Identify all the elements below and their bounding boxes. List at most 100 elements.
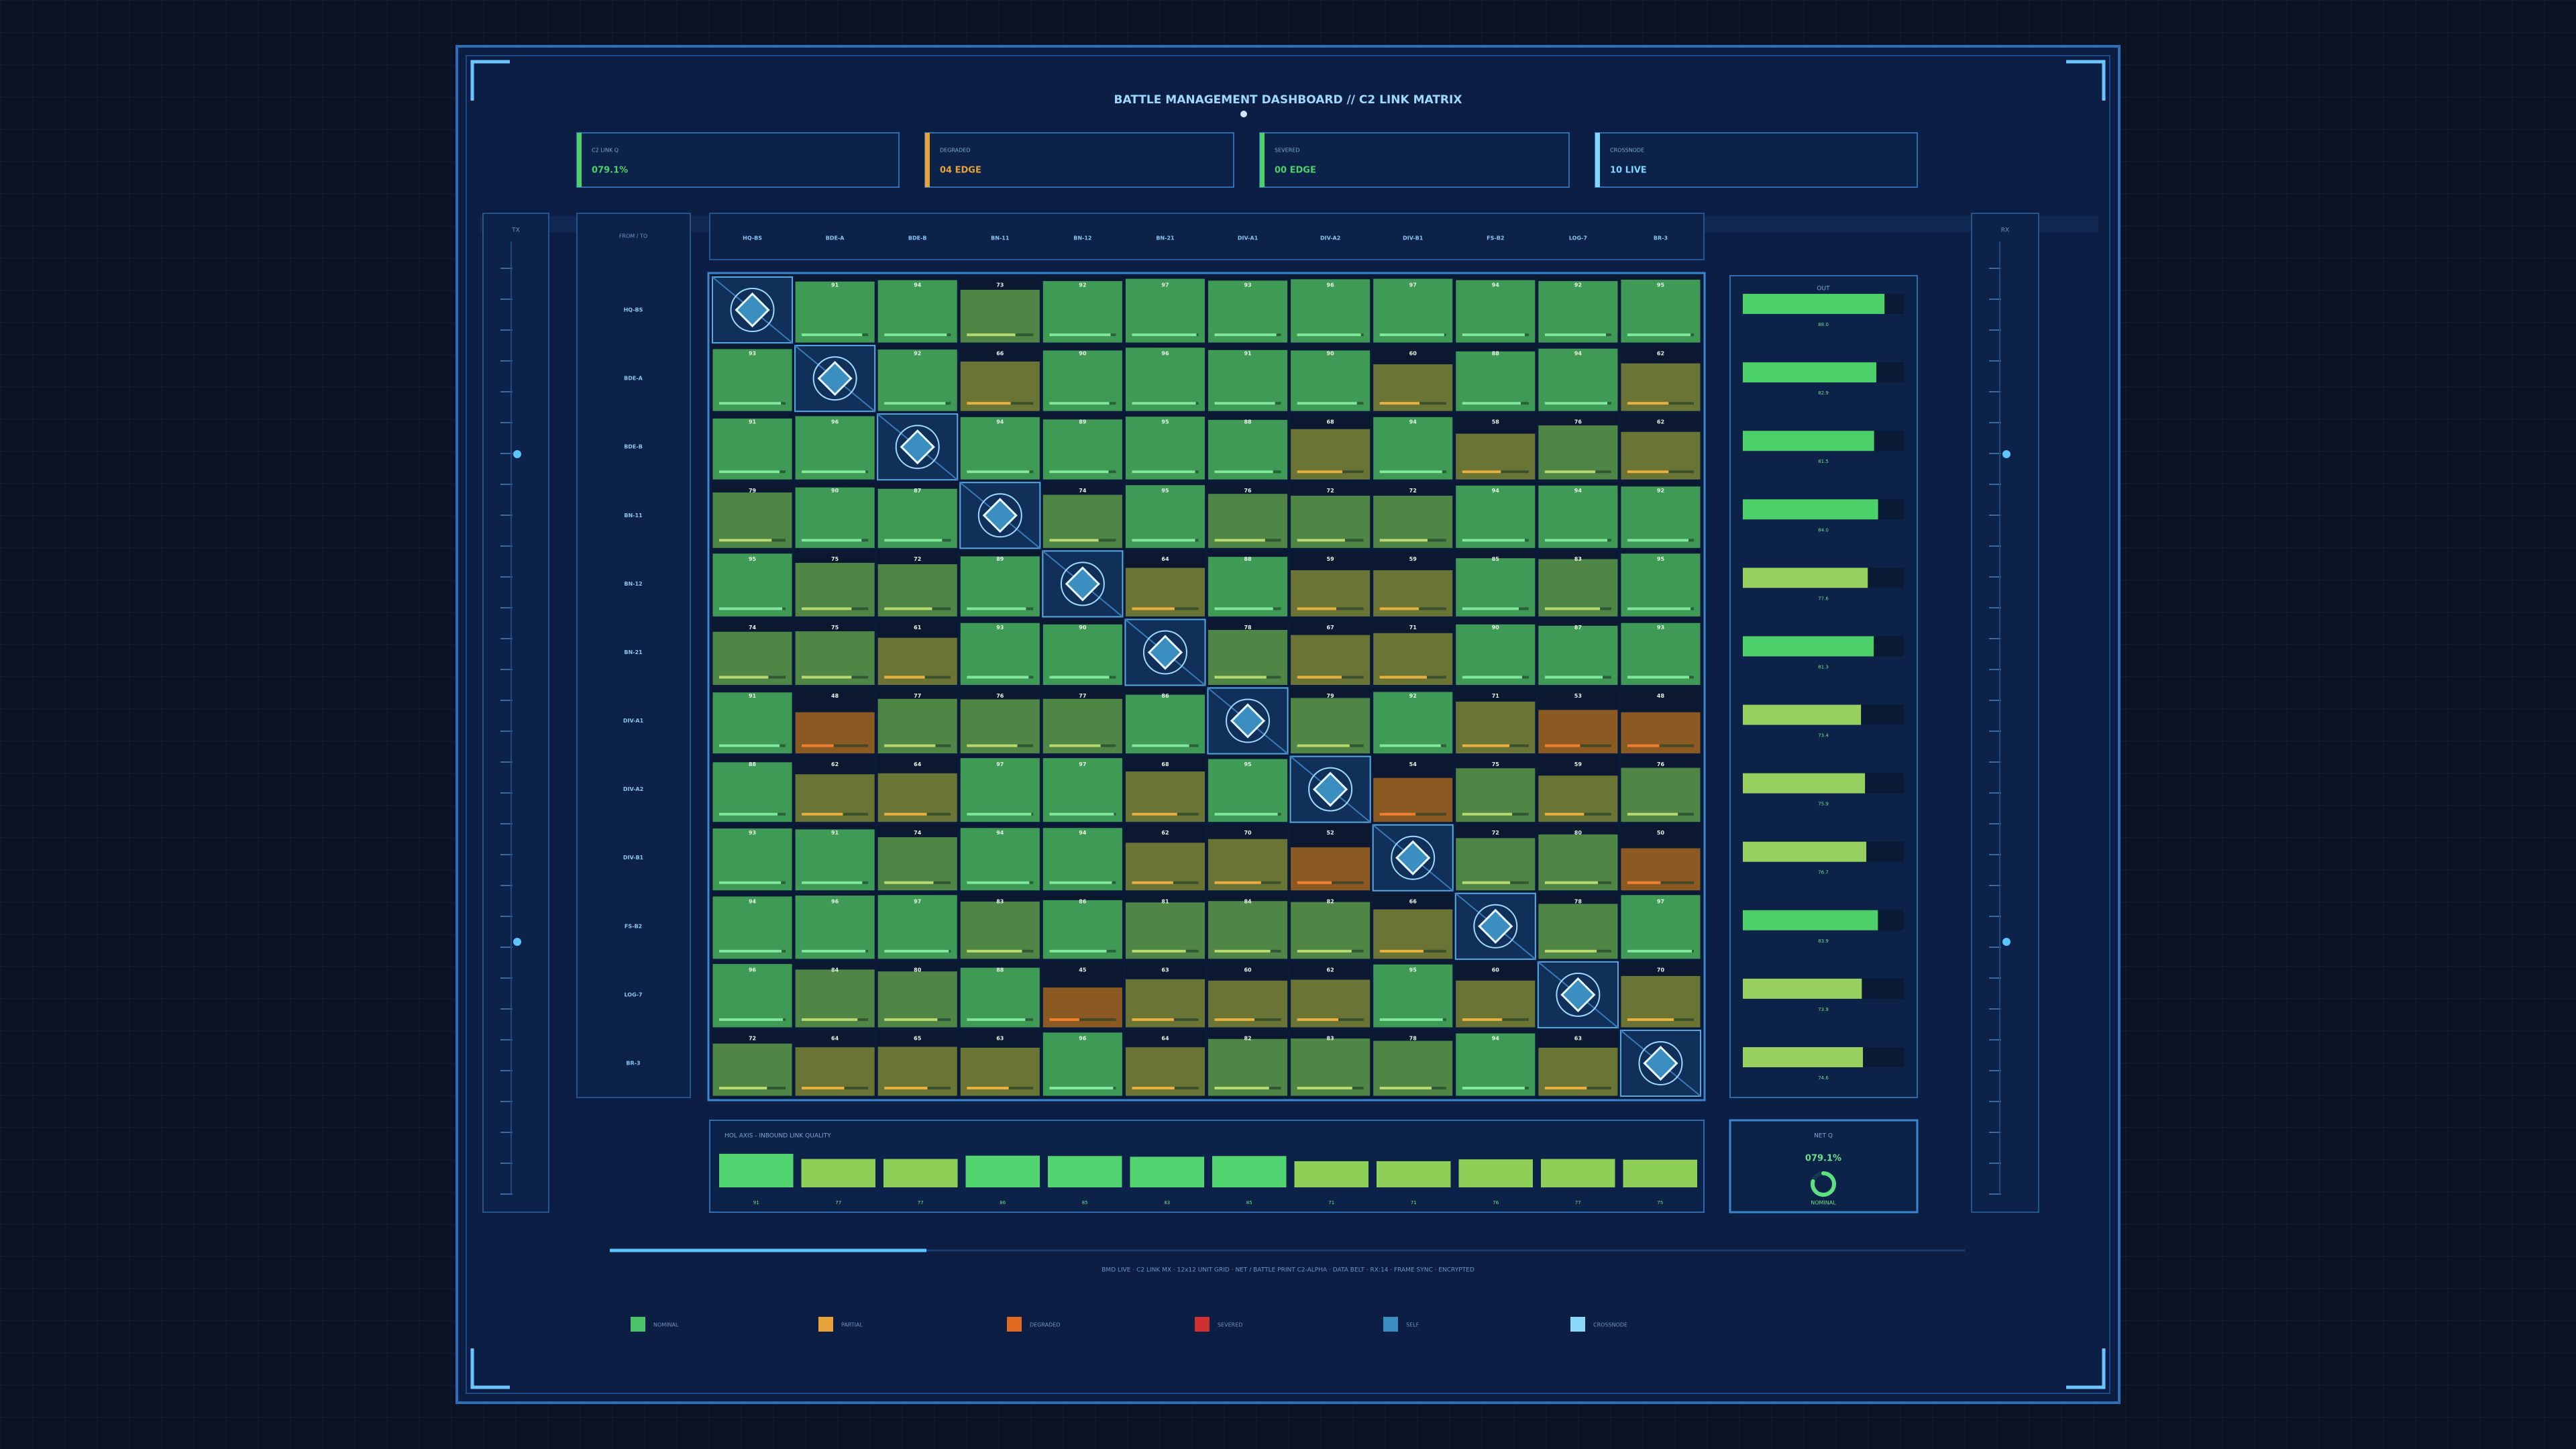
cell-value: 97: [914, 898, 921, 904]
cell-value: 90: [1492, 625, 1500, 631]
legend-swatch: [818, 1317, 833, 1332]
kpi-accent: [1260, 133, 1265, 187]
cell-bar: [967, 881, 1030, 884]
cell-value: 89: [1079, 419, 1087, 425]
link-cell: [959, 622, 1040, 686]
outbound-bar: [1743, 704, 1862, 725]
outbound-label: 81.5: [1818, 459, 1829, 464]
inbound-bar: [801, 1159, 875, 1187]
cell-bar: [1214, 881, 1261, 884]
cell-value: 95: [749, 556, 757, 562]
cell-value: 60: [1244, 967, 1252, 973]
cell-bar: [1049, 1018, 1079, 1021]
link-cell: [1124, 484, 1205, 549]
self-diamond: [1478, 908, 1513, 944]
cell-bar: [1462, 539, 1525, 542]
link-cell: [1042, 280, 1123, 343]
row-header: BN-11: [624, 513, 643, 519]
cell-value: 89: [996, 556, 1004, 562]
cell-bar: [1379, 402, 1420, 405]
cell-value: 95: [1161, 488, 1169, 494]
cell-bar: [1462, 676, 1522, 679]
link-cell: [794, 894, 875, 960]
cell-bar: [802, 676, 852, 679]
column-header: DIV-A2: [1320, 235, 1340, 241]
inbound-bar: [1458, 1159, 1533, 1187]
cell-bar: [1462, 1087, 1525, 1089]
self-diamond: [900, 429, 935, 465]
cell-bar: [1544, 744, 1580, 747]
link-cell: [1208, 280, 1289, 343]
cell-value: 96: [831, 898, 839, 904]
legend-swatch: [1383, 1317, 1398, 1332]
inbound-bar: [719, 1153, 794, 1187]
inbound-bar: [1541, 1159, 1615, 1187]
link-cell: [712, 827, 793, 892]
cell-bar: [967, 676, 1029, 679]
cell-bar: [802, 1018, 858, 1021]
row-header: BN-12: [624, 581, 642, 587]
cell-bar: [1627, 949, 1693, 953]
cell-bar: [1132, 539, 1195, 542]
cell-bar: [1214, 607, 1273, 610]
link-cell: [1620, 278, 1701, 343]
column-header: BN-21: [1156, 235, 1175, 241]
link-cell: [1290, 847, 1371, 892]
legend-label: NOMINAL: [653, 1322, 679, 1328]
cell-value: 92: [1657, 488, 1664, 494]
cell-value: 93: [1657, 625, 1664, 631]
cell-value: 83: [1327, 1035, 1334, 1041]
cell-value: 72: [1492, 830, 1499, 836]
link-cell: [794, 711, 875, 755]
cell-value: 96: [831, 419, 839, 425]
cell-value: 97: [996, 761, 1004, 767]
inbound-label: 85: [1082, 1200, 1088, 1205]
cell-value: 64: [914, 761, 922, 767]
cell-value: 74: [914, 830, 922, 836]
cell-bar: [884, 1087, 928, 1089]
self-ring: [1226, 698, 1271, 743]
cell-bar: [1544, 333, 1606, 337]
cell-bar: [1379, 470, 1442, 474]
cell-bar: [1462, 1018, 1503, 1021]
cell-bar: [1627, 607, 1691, 610]
rail-dot: [513, 938, 521, 946]
gauge-arc: [1811, 1171, 1836, 1197]
link-cell: [1538, 709, 1619, 755]
cell-bar: [1544, 1087, 1587, 1089]
cell-bar: [1132, 1018, 1174, 1021]
outbound-label: 73.9: [1818, 1007, 1829, 1012]
link-cell: [712, 692, 793, 755]
cell-bar: [1049, 744, 1101, 747]
link-cell: [712, 553, 793, 617]
link-cell: [1620, 553, 1701, 617]
cell-value: 78: [1574, 898, 1582, 904]
cell-bar: [1462, 470, 1501, 474]
link-cell: [1208, 758, 1289, 823]
outbound-label: 75.9: [1818, 802, 1829, 807]
cell-value: 73: [996, 282, 1004, 288]
cell-value: 82: [1244, 1035, 1251, 1041]
column-header: DIV-A1: [1238, 235, 1258, 241]
outbound-bar: [1743, 499, 1878, 520]
link-cell: [1124, 347, 1205, 412]
cell-bar: [802, 333, 863, 337]
cell-bar: [802, 539, 862, 542]
cell-value: 79: [749, 488, 757, 494]
cell-bar: [1214, 333, 1277, 337]
cell-bar: [1379, 744, 1441, 747]
kpi-accent: [577, 133, 582, 187]
cell-value: 81: [1161, 898, 1169, 904]
kpi-label: SEVERED: [1275, 148, 1299, 154]
cell-bar: [1627, 744, 1660, 747]
cell-bar: [1049, 470, 1109, 474]
row-header: DIV-A1: [623, 718, 644, 724]
cell-value: 48: [1657, 693, 1665, 699]
cell-bar: [1544, 607, 1601, 610]
link-cell: [877, 971, 958, 1028]
link-cell: [712, 896, 793, 960]
link-cell: [1290, 278, 1371, 343]
cell-value: 75: [1492, 761, 1500, 767]
cell-bar: [1049, 676, 1110, 679]
cell-value: 66: [996, 351, 1004, 357]
